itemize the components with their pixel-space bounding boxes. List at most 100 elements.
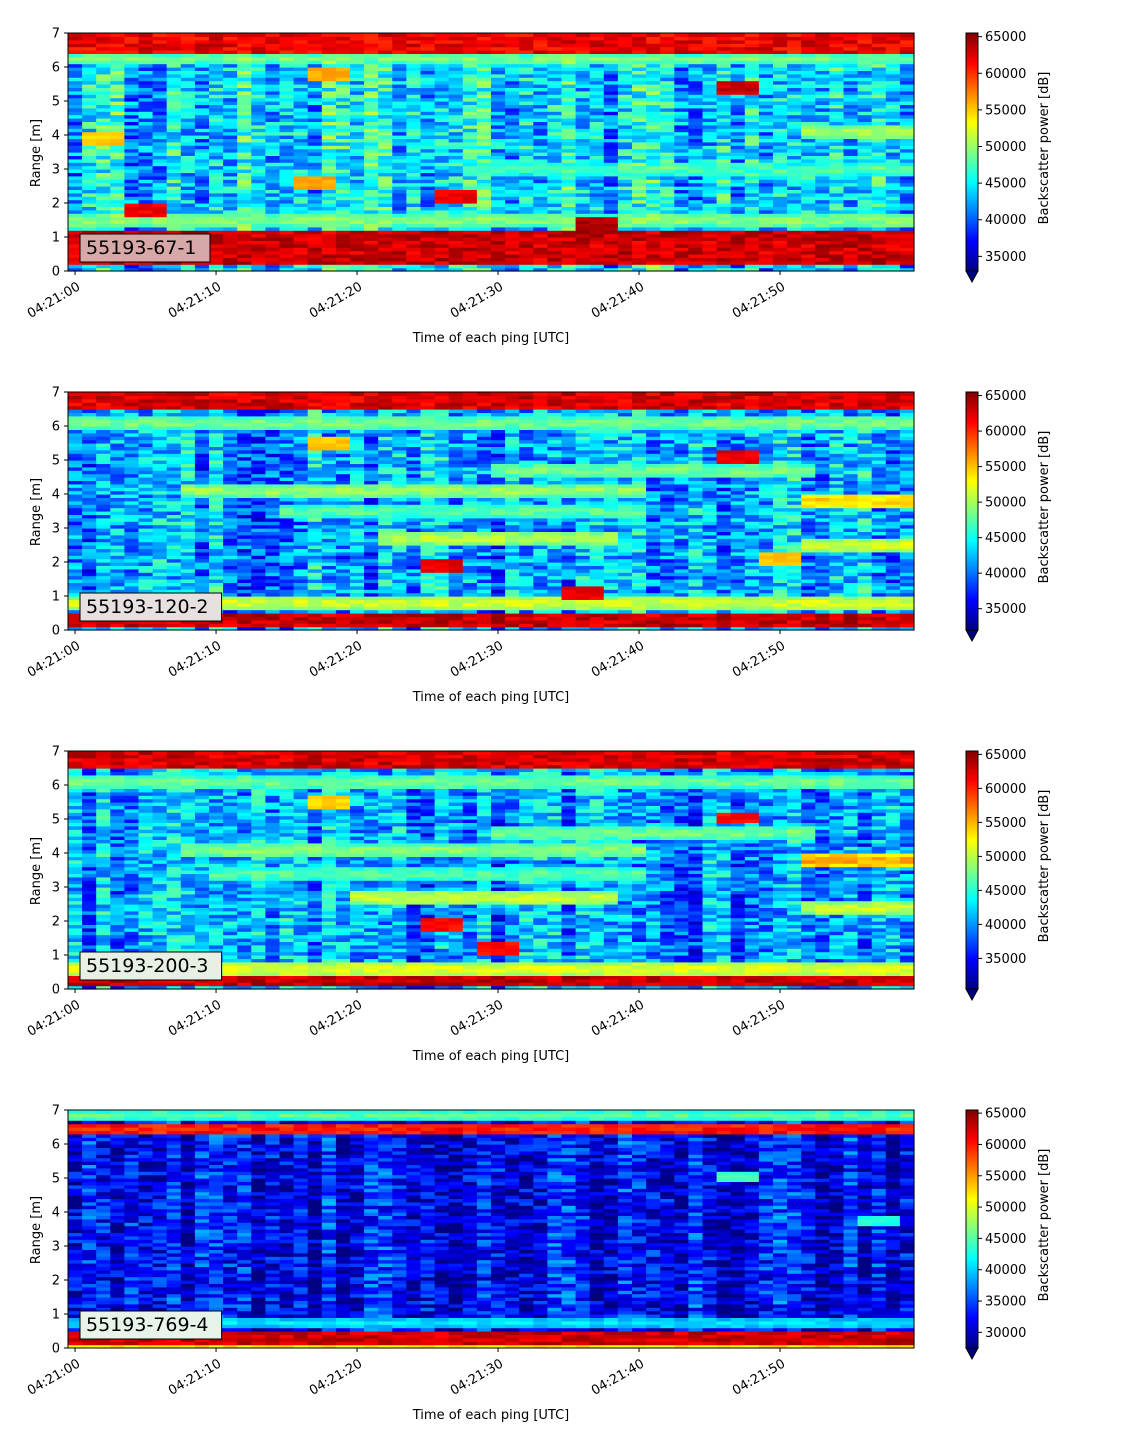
heatmap-cell bbox=[815, 142, 830, 146]
heatmap-cell bbox=[237, 166, 252, 170]
heatmap-cell bbox=[435, 234, 450, 238]
heatmap-cell bbox=[336, 244, 351, 248]
heatmap-cell bbox=[505, 244, 520, 248]
heatmap-cell bbox=[900, 200, 915, 204]
heatmap-cell bbox=[759, 217, 774, 221]
heatmap-cell bbox=[844, 244, 859, 248]
heatmap-cell bbox=[759, 200, 774, 204]
heatmap-cell bbox=[519, 200, 534, 204]
heatmap-cell bbox=[392, 159, 407, 163]
heatmap-cell bbox=[167, 470, 182, 474]
heatmap-cell bbox=[674, 193, 689, 197]
heatmap-cell bbox=[886, 264, 901, 268]
heatmap-cell bbox=[829, 193, 844, 197]
heatmap-cell bbox=[167, 227, 182, 231]
heatmap-cell bbox=[745, 217, 760, 221]
heatmap-cell bbox=[82, 200, 97, 204]
heatmap-cell bbox=[251, 227, 266, 231]
heatmap-cell bbox=[801, 159, 816, 163]
heatmap-cell bbox=[632, 251, 647, 255]
heatmap-cell bbox=[237, 193, 252, 197]
heatmap-cell bbox=[477, 264, 492, 268]
heatmap-cell bbox=[406, 166, 421, 170]
heatmap-cell bbox=[322, 200, 337, 204]
heatmap-cell bbox=[491, 227, 506, 231]
heatmap-cell bbox=[872, 33, 887, 37]
heatmap-cell bbox=[688, 159, 703, 163]
heatmap-cell bbox=[223, 132, 238, 136]
heatmap-cell bbox=[604, 183, 619, 187]
heatmap-cell bbox=[646, 251, 661, 255]
heatmap-cell bbox=[449, 166, 464, 170]
heatmap-cell bbox=[731, 132, 746, 136]
heatmap-cell bbox=[618, 193, 633, 197]
heatmap-cell bbox=[590, 210, 605, 214]
heatmap-cell bbox=[703, 132, 718, 136]
heatmap-cell bbox=[421, 200, 436, 204]
heatmap-cell bbox=[688, 132, 703, 136]
heatmap-cell bbox=[322, 251, 337, 255]
heatmap-cell bbox=[96, 504, 111, 508]
heatmap-cell bbox=[265, 227, 280, 231]
heatmap-cell bbox=[406, 183, 421, 187]
heatmap-cell bbox=[660, 200, 675, 204]
heatmap-cell bbox=[265, 193, 280, 197]
heatmap-cell bbox=[646, 142, 661, 146]
colorbar-tick-label: 55000 bbox=[985, 103, 1026, 118]
heatmap-cell bbox=[844, 234, 859, 238]
heatmap-cell bbox=[308, 227, 323, 231]
heatmap-cell bbox=[858, 210, 873, 214]
heatmap-cell bbox=[886, 142, 901, 146]
heatmap-cell bbox=[829, 166, 844, 170]
heatmap-cell bbox=[604, 132, 619, 136]
heatmap-cell bbox=[717, 33, 732, 37]
heatmap-cell bbox=[815, 234, 830, 238]
heatmap-cell bbox=[195, 227, 210, 231]
heatmap-cell bbox=[350, 200, 365, 204]
heatmap-cell bbox=[223, 244, 238, 248]
heatmap-cell bbox=[308, 251, 323, 255]
heatmap-cell bbox=[562, 193, 577, 197]
heatmap-cell bbox=[378, 264, 393, 268]
heatmap-cell bbox=[167, 210, 182, 214]
heatmap-cell bbox=[618, 210, 633, 214]
heatmap-cell bbox=[801, 193, 816, 197]
heatmap-cell bbox=[280, 227, 295, 231]
heatmap-cell bbox=[533, 251, 548, 255]
heatmap-cell bbox=[829, 234, 844, 238]
heatmap-cell bbox=[562, 142, 577, 146]
heatmap-cell bbox=[562, 149, 577, 153]
heatmap-cell bbox=[237, 200, 252, 204]
heatmap-cell bbox=[900, 33, 915, 37]
heatmap-cell bbox=[491, 193, 506, 197]
heatmap-cell bbox=[181, 453, 196, 457]
heatmap-cell bbox=[576, 234, 591, 238]
heatmap-cell bbox=[96, 402, 111, 406]
heatmap-cell bbox=[449, 33, 464, 37]
heatmap-cell bbox=[604, 166, 619, 170]
heatmap-cell bbox=[900, 183, 915, 187]
heatmap-cell bbox=[618, 132, 633, 136]
heatmap-cell bbox=[181, 436, 196, 440]
heatmap-cell bbox=[533, 166, 548, 170]
heatmap-cell bbox=[364, 217, 379, 221]
heatmap-cell bbox=[195, 159, 210, 163]
heatmap-cell bbox=[350, 33, 365, 37]
heatmap-cell bbox=[392, 142, 407, 146]
heatmap-cell bbox=[562, 183, 577, 187]
heatmap-cell bbox=[421, 244, 436, 248]
heatmap-cell bbox=[773, 217, 788, 221]
heatmap-cell bbox=[110, 402, 125, 406]
heatmap-cell bbox=[646, 132, 661, 136]
panel-1-station-label: 55193-67-1 bbox=[86, 237, 196, 259]
y-tick-label: 5 bbox=[52, 95, 60, 110]
heatmap-cell bbox=[562, 227, 577, 231]
heatmap-cell bbox=[886, 159, 901, 163]
heatmap-cell bbox=[463, 176, 478, 180]
heatmap-cell bbox=[759, 244, 774, 248]
heatmap-cell bbox=[829, 183, 844, 187]
heatmap-cell bbox=[703, 159, 718, 163]
heatmap-cell bbox=[237, 149, 252, 153]
heatmap-cell bbox=[547, 251, 562, 255]
heatmap-cell bbox=[618, 227, 633, 231]
